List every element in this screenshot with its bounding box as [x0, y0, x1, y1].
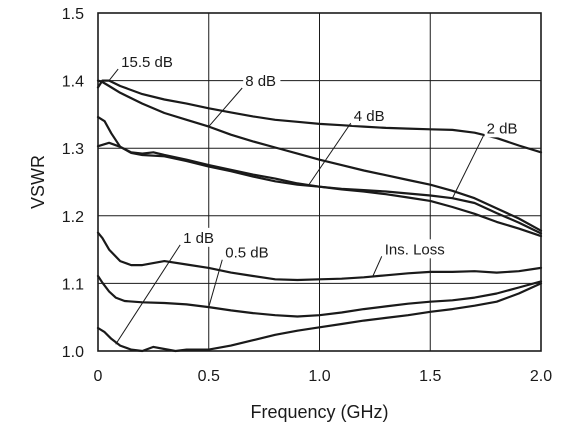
annotation-label: 15.5 dB — [121, 54, 173, 71]
y-tick-label: 1.5 — [62, 6, 84, 23]
annotation-label: Ins. Loss — [385, 241, 445, 258]
annotation-label-background — [484, 118, 522, 138]
plot-frame — [97, 12, 542, 352]
annotation-leader — [115, 244, 181, 345]
annotation-label-background — [382, 239, 462, 259]
x-tick-label: 1.5 — [419, 368, 441, 385]
annotation-label-background — [351, 106, 389, 126]
annotation-label-background — [119, 52, 182, 72]
annotation-leader — [372, 256, 383, 277]
y-tick-labels: 1.0 1.1 1.2 1.3 1.4 1.5 — [62, 6, 84, 361]
annotation-leader — [451, 135, 485, 199]
annotation-leader — [308, 122, 352, 186]
x-tick-label: 0.5 — [198, 368, 220, 385]
y-tick-label: 1.3 — [62, 141, 84, 158]
series-line-s2 — [96, 141, 543, 235]
annotation-leader — [208, 87, 243, 127]
series-line-ins_loss — [96, 282, 543, 353]
annotation-label: 1 dB — [183, 230, 214, 247]
annotation-leaders — [108, 68, 485, 345]
annotation-leader — [108, 68, 119, 81]
annotation-label: 2 dB — [487, 120, 518, 137]
series-line-s1 — [96, 231, 543, 282]
y-tick-label: 1.4 — [62, 74, 84, 91]
x-tick-label: 2.0 — [530, 368, 552, 385]
x-tick-labels: 0 0.5 1.0 1.5 2.0 — [94, 368, 553, 385]
annotation-label-background — [223, 242, 278, 262]
annotation-leader — [208, 259, 223, 308]
x-tick-label: 1.0 — [308, 368, 330, 385]
annotation-label: 0.5 dB — [225, 245, 268, 262]
series-line-s15_5 — [96, 79, 543, 154]
annotation-label-background — [181, 227, 219, 247]
y-tick-label: 1.0 — [62, 344, 84, 361]
series-line-s8 — [96, 79, 543, 232]
annotation-label-background — [243, 71, 281, 91]
x-axis-title: Frequency (GHz) — [250, 402, 388, 422]
x-tick-label: 0 — [94, 368, 103, 385]
y-tick-label: 1.1 — [62, 276, 84, 293]
annotation-labels: 15.5 dB 8 dB 4 dB 2 dB 1 dB 0.5 dB Ins. Loss — [119, 52, 522, 262]
series-line-s0_5 — [96, 274, 543, 318]
y-axis-title: VSWR — [28, 155, 48, 209]
annotation-label: 8 dB — [245, 73, 276, 90]
series-lines — [96, 79, 543, 353]
annotation-label: 4 dB — [354, 108, 385, 125]
y-tick-label: 1.2 — [62, 209, 84, 226]
